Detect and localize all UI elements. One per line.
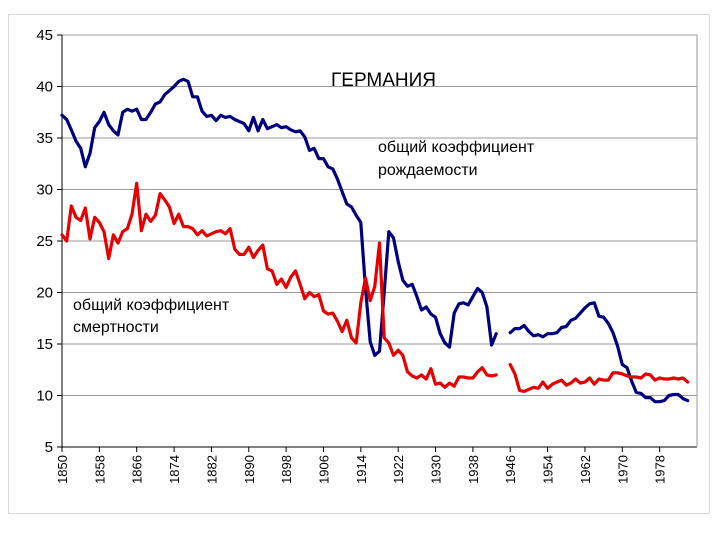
x-tick-label: 1858 [92,455,107,484]
x-tick-label: 1850 [55,455,70,484]
x-tick-label: 1874 [167,455,182,484]
y-tick-label: 35 [36,130,53,147]
gridlines [62,34,697,448]
x-tick-label: 1866 [130,455,145,484]
chart-title: ГЕРМАНИЯ [331,70,436,91]
x-tick-label: 1898 [279,455,294,484]
y-tick-label: 10 [36,388,53,405]
x-tick-label: 1962 [578,455,593,484]
birth-rate-annotation-line1: общий коэффициент [378,139,535,156]
birth-rate-line-segment [60,77,498,357]
y-tick-label: 40 [36,79,53,96]
x-tick-label: 1938 [466,455,481,484]
y-tick-labels: 5 10 15 20 25 30 35 40 45 [36,27,53,456]
y-tick-label: 25 [36,233,53,250]
x-tick-label: 1930 [429,455,444,484]
y-tick-label: 15 [36,336,53,353]
x-tick-labels: 1850 1858 1866 1874 1882 1890 1898 1906 1914 1922… [55,455,668,484]
x-tick-label: 1906 [316,455,331,484]
x-tick-label: 1954 [541,455,556,484]
y-tick-label: 5 [45,439,53,456]
x-tick-label: 1946 [503,455,518,484]
x-tick-label: 1922 [391,455,406,484]
x-tick-label: 1914 [354,455,369,484]
x-tick-label: 1978 [653,455,668,484]
chart-frame: 5 10 15 20 25 30 35 40 45 1850 1858 1866 1874 1882 18… [8,14,710,514]
x-tick-label: 1882 [204,455,219,484]
x-tick-label: 1890 [242,455,257,484]
birth-rate-line-segment [508,301,690,404]
series-lines [60,77,690,404]
x-tick-label: 1970 [615,455,630,484]
axes [57,34,698,452]
death-rate-line-segment [60,181,498,389]
y-tick-label: 45 [36,27,53,44]
y-tick-label: 20 [36,285,53,302]
y-tick-label: 30 [36,182,53,199]
death-rate-annotation-line1: общий коэффициент [73,297,230,314]
birth-rate-annotation-line2: рождаемости [378,162,478,179]
death-rate-annotation-line2: смертности [73,319,159,336]
death-rate-line-segment [508,363,690,393]
